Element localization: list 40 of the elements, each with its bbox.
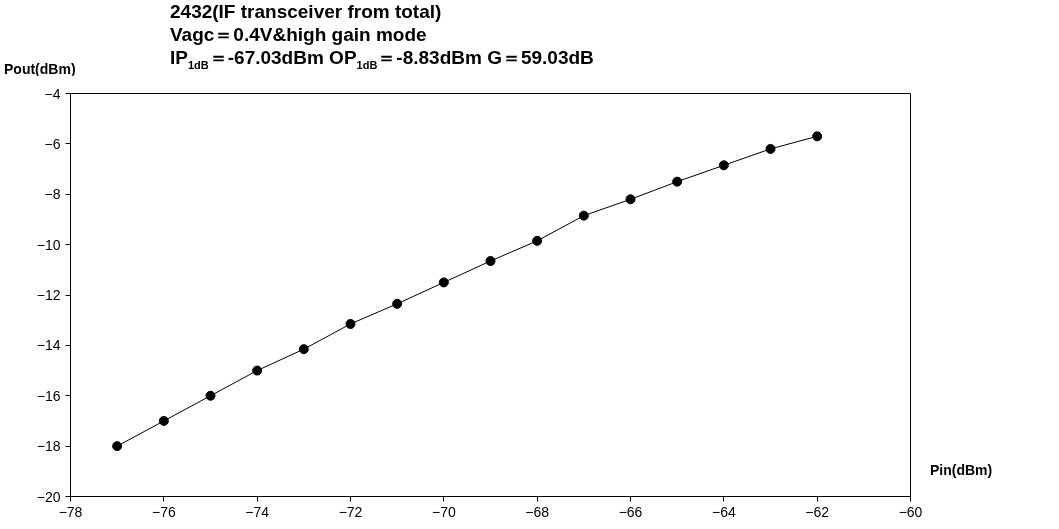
point <box>392 298 403 309</box>
x-tick-label: −72 <box>338 503 363 520</box>
y-tick-label: −10 <box>36 236 61 253</box>
point <box>625 194 636 205</box>
x-tick-label: −60 <box>898 503 923 520</box>
text: IP$_{1dB}$＝-67.03dBm OP$_{1dB}$＝-8.83dBm G＝59.03dB <box>170 47 594 71</box>
point <box>112 441 123 452</box>
chart-title: 2432(IF transceiver from total) <box>170 1 442 22</box>
x-tick-label: −66 <box>618 503 643 520</box>
point <box>158 415 169 426</box>
point <box>298 344 309 355</box>
point <box>532 235 543 246</box>
x-tick-label: −68 <box>525 503 550 520</box>
x-tick-label: −70 <box>431 503 456 520</box>
text: Vagc＝0.4V&high gain mode <box>170 24 427 45</box>
y-tick-label: −12 <box>36 287 61 303</box>
y-tick-label: −20 <box>36 488 61 505</box>
point <box>252 365 263 376</box>
x-tick-label: −64 <box>711 503 736 520</box>
point <box>672 176 683 187</box>
y-tick-label: −18 <box>36 438 61 455</box>
y-tick-label: −4 <box>44 85 61 102</box>
point <box>812 131 823 142</box>
y-tick-label: −6 <box>44 135 61 152</box>
point <box>205 390 216 401</box>
y-axis-title: Pout(dBm) <box>4 60 76 79</box>
y-tick-label: −8 <box>44 186 61 203</box>
y-tick-label: −16 <box>36 387 61 404</box>
point <box>718 160 729 171</box>
x-tick-label: −76 <box>151 503 176 520</box>
x-tick-label: −78 <box>58 503 83 520</box>
point <box>485 256 496 266</box>
y-tick-label: −14 <box>36 337 61 354</box>
point <box>765 143 776 154</box>
x-axis-title: Pin(dBm) <box>930 461 993 480</box>
point <box>578 210 589 221</box>
point <box>438 277 449 288</box>
point <box>345 318 356 329</box>
x-tick-label: −62 <box>805 503 830 520</box>
x-tick-label: −74 <box>245 503 270 520</box>
